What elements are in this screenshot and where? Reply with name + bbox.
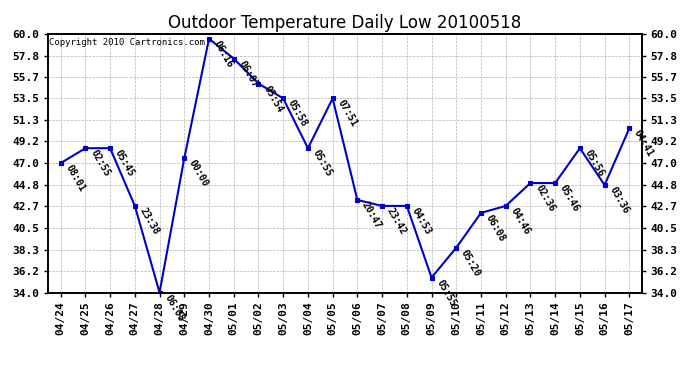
Text: 05:20: 05:20 — [459, 248, 482, 278]
Text: 05:55: 05:55 — [310, 148, 334, 178]
Text: 06:08: 06:08 — [162, 292, 186, 323]
Text: 23:38: 23:38 — [137, 206, 161, 236]
Text: 08:01: 08:01 — [63, 163, 87, 194]
Text: 05:58: 05:58 — [286, 99, 309, 129]
Text: 05:55: 05:55 — [434, 278, 457, 308]
Text: Copyright 2010 Cartronics.com: Copyright 2010 Cartronics.com — [50, 38, 206, 46]
Text: 02:36: 02:36 — [533, 183, 557, 213]
Text: 05:56: 05:56 — [582, 148, 606, 178]
Text: 03:36: 03:36 — [607, 185, 631, 216]
Text: 20:47: 20:47 — [360, 200, 384, 230]
Text: 04:53: 04:53 — [410, 206, 433, 236]
Text: 06:07: 06:07 — [237, 58, 260, 89]
Text: 06:16: 06:16 — [212, 39, 235, 69]
Text: 00:00: 00:00 — [187, 158, 210, 189]
Text: 23:42: 23:42 — [385, 206, 408, 236]
Text: 05:54: 05:54 — [262, 84, 284, 114]
Text: 04:41: 04:41 — [632, 128, 656, 159]
Text: 06:08: 06:08 — [484, 213, 507, 243]
Title: Outdoor Temperature Daily Low 20100518: Outdoor Temperature Daily Low 20100518 — [168, 14, 522, 32]
Text: 07:51: 07:51 — [335, 99, 359, 129]
Text: 05:45: 05:45 — [113, 148, 136, 178]
Text: 02:55: 02:55 — [88, 148, 112, 178]
Text: 05:46: 05:46 — [558, 183, 581, 213]
Text: 04:46: 04:46 — [509, 206, 532, 236]
